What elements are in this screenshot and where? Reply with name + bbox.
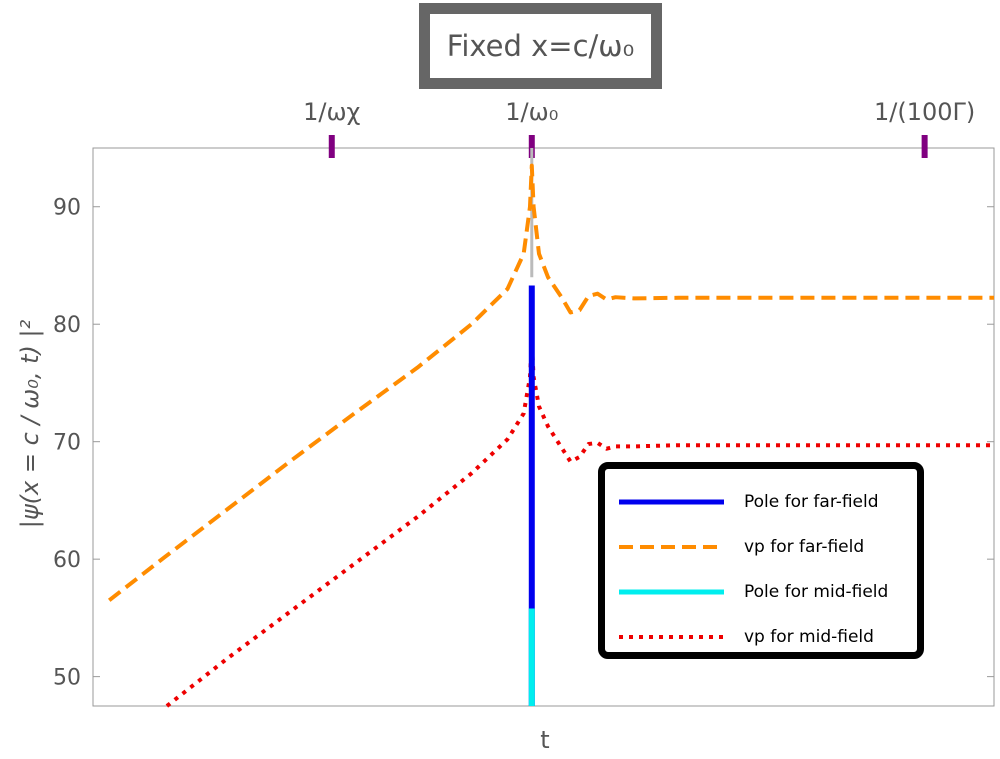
series-line-vp-for-mid-field <box>165 339 994 708</box>
top-tick-label: 1/ωχ <box>303 98 361 126</box>
y-axis-title: |ψ(x = c / ω₀, t) |² <box>16 319 44 529</box>
series-line-vp-for-far-field <box>107 163 994 602</box>
legend-swatch-vp-mid <box>619 635 724 639</box>
legend-item-vp-mid: vp for mid-field <box>619 625 874 649</box>
y-tick-label: 60 <box>53 548 81 573</box>
legend-item-pole-far: Pole for far-field <box>619 490 879 514</box>
legend-swatch-vp-far <box>619 545 724 549</box>
top-axis <box>328 135 928 158</box>
title-box: Fixed x=c/ω₀ <box>419 3 662 89</box>
y-tick-label: 70 <box>53 431 81 456</box>
x-axis-title: t <box>540 726 550 754</box>
legend-item-pole-mid: Pole for mid-field <box>619 580 888 604</box>
legend-label: Pole for mid-field <box>744 582 889 602</box>
series-layer <box>107 148 994 708</box>
y-tick-label: 50 <box>53 666 81 691</box>
y-tick-label: 90 <box>53 196 81 221</box>
legend-label: vp for mid-field <box>744 627 874 647</box>
legend-swatch-pole-far <box>619 499 724 505</box>
y-tick-label: 80 <box>53 313 81 338</box>
plot-frame <box>92 147 995 707</box>
legend-label: vp for far-field <box>744 537 865 557</box>
top-tick-label: 1/ω₀ <box>505 98 559 126</box>
legend-item-vp-far: vp for far-field <box>619 535 864 559</box>
legend: Pole for far-field vp for far-field Pole… <box>598 462 924 659</box>
legend-label: Pole for far-field <box>744 492 879 512</box>
top-tick-label: 1/(100Γ) <box>873 98 976 126</box>
y-axis: 50 60 70 80 90 <box>53 196 994 691</box>
legend-swatch-pole-mid <box>619 589 724 595</box>
chart-title: Fixed x=c/ω₀ <box>446 29 635 63</box>
